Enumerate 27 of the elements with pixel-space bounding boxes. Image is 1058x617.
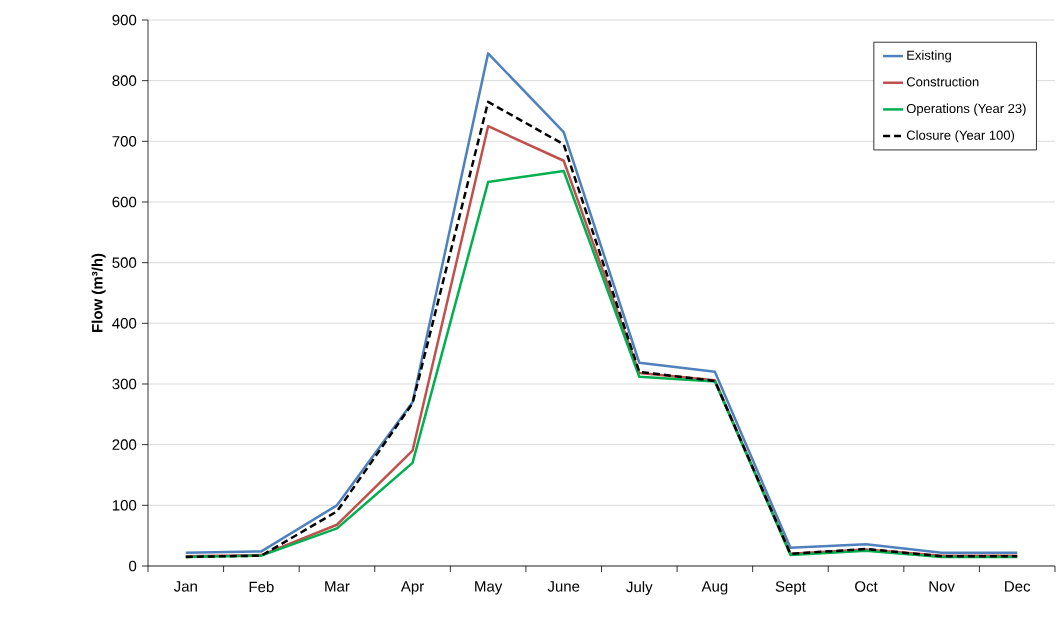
x-tick-label: Aug xyxy=(701,581,728,595)
x-tick-label: May xyxy=(475,581,503,595)
x-tick-label: June xyxy=(547,581,580,592)
y-tick-label: 200 xyxy=(112,439,137,450)
x-tick-label: Mar xyxy=(325,581,350,592)
x-tick-label: Sept xyxy=(775,581,806,595)
legend-label: Operations (Year 23) xyxy=(906,103,1026,116)
y-tick-label: 600 xyxy=(112,196,137,208)
legend-label: Construction xyxy=(906,76,979,87)
y-tick-label: 700 xyxy=(112,136,137,147)
x-tick-label: Jan xyxy=(173,581,197,592)
legend-label: Closure (Year 100) xyxy=(906,130,1015,143)
y-tick-label: 900 xyxy=(112,14,137,26)
y-tick-label: 0 xyxy=(129,560,137,572)
x-tick-label: Apr xyxy=(400,581,424,595)
y-tick-label: 400 xyxy=(112,318,137,329)
y-tick-label: 100 xyxy=(112,500,137,511)
y-tick-label: 500 xyxy=(112,257,137,268)
x-tick-label: Nov xyxy=(929,581,955,592)
x-tick-label: Feb xyxy=(249,581,274,593)
x-tick-label: Dec xyxy=(1005,581,1031,592)
x-tick-label: July xyxy=(626,581,653,596)
x-tick-label: Oct xyxy=(855,581,878,592)
legend-label: Existing xyxy=(907,50,951,63)
y-tick-label: 800 xyxy=(112,75,137,86)
y-tick-label: 300 xyxy=(112,378,137,390)
y-axis-title: Flow (m³/h) xyxy=(91,253,106,332)
